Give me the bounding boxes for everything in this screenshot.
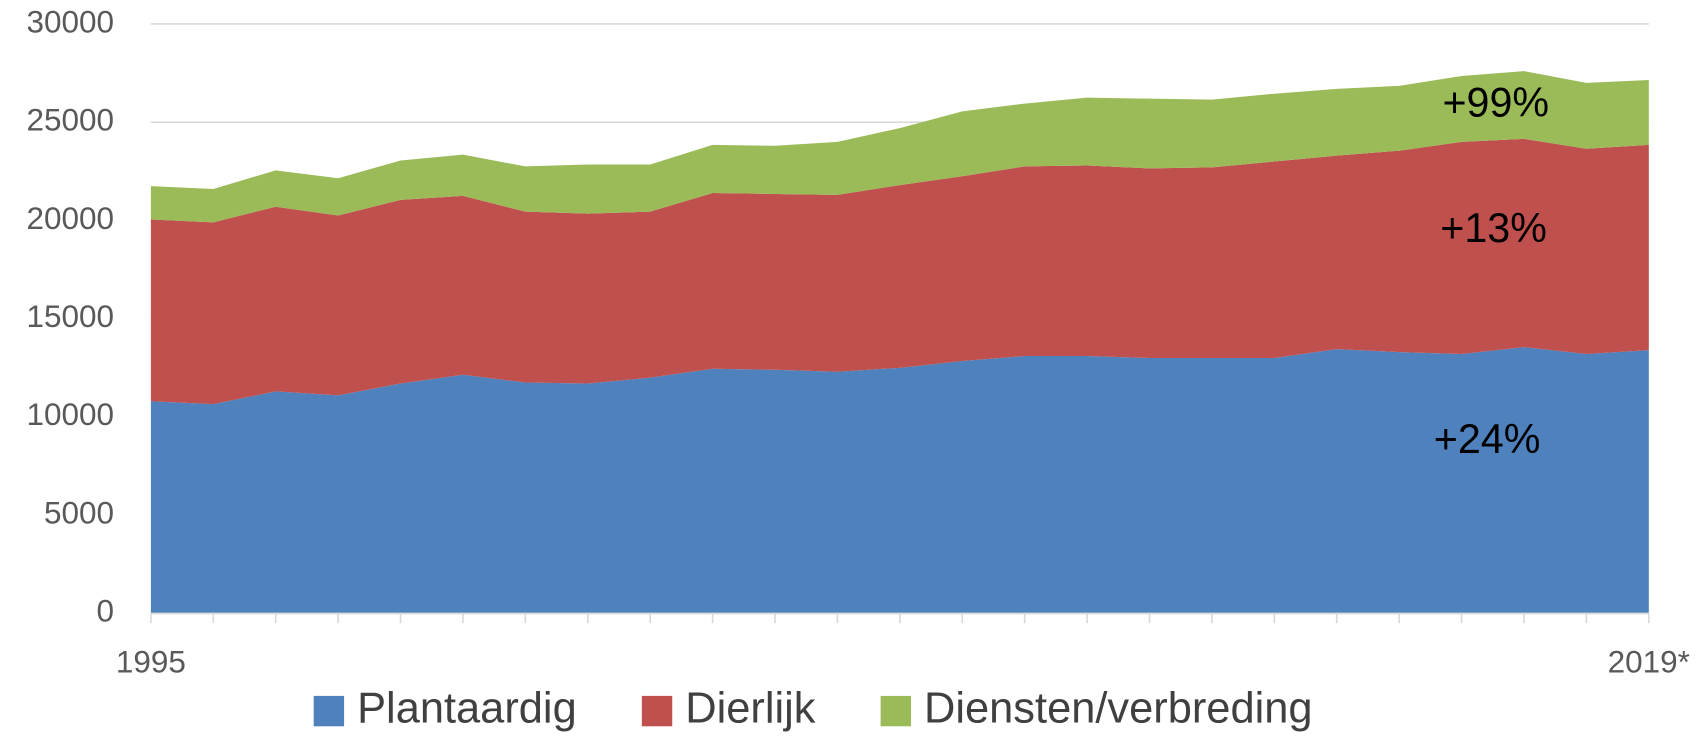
annotation: +99%: [1442, 79, 1549, 125]
legend-label: Dierlijk: [685, 685, 816, 733]
legend-swatch: [641, 695, 673, 727]
legend-swatch: [880, 695, 912, 727]
y-tick-label: 0: [96, 594, 114, 629]
legend-swatch: [313, 695, 345, 727]
legend-label: Diensten/verbreding: [924, 685, 1312, 733]
x-tick-label: 1995: [116, 645, 186, 680]
annotation: +24%: [1434, 416, 1541, 462]
y-tick-label: 25000: [26, 103, 114, 138]
y-tick-label: 30000: [26, 4, 114, 39]
legend-label: Plantaardig: [357, 685, 577, 733]
x-tick-label: 2019*: [1608, 645, 1690, 680]
area: [150, 71, 1649, 223]
y-tick-label: 15000: [26, 299, 114, 334]
area: [150, 138, 1649, 405]
area: [150, 347, 1649, 614]
y-tick-label: 5000: [44, 495, 114, 530]
y-tick-label: 10000: [26, 397, 114, 432]
y-tick-label: 20000: [26, 201, 114, 236]
annotation: +13%: [1440, 205, 1547, 251]
